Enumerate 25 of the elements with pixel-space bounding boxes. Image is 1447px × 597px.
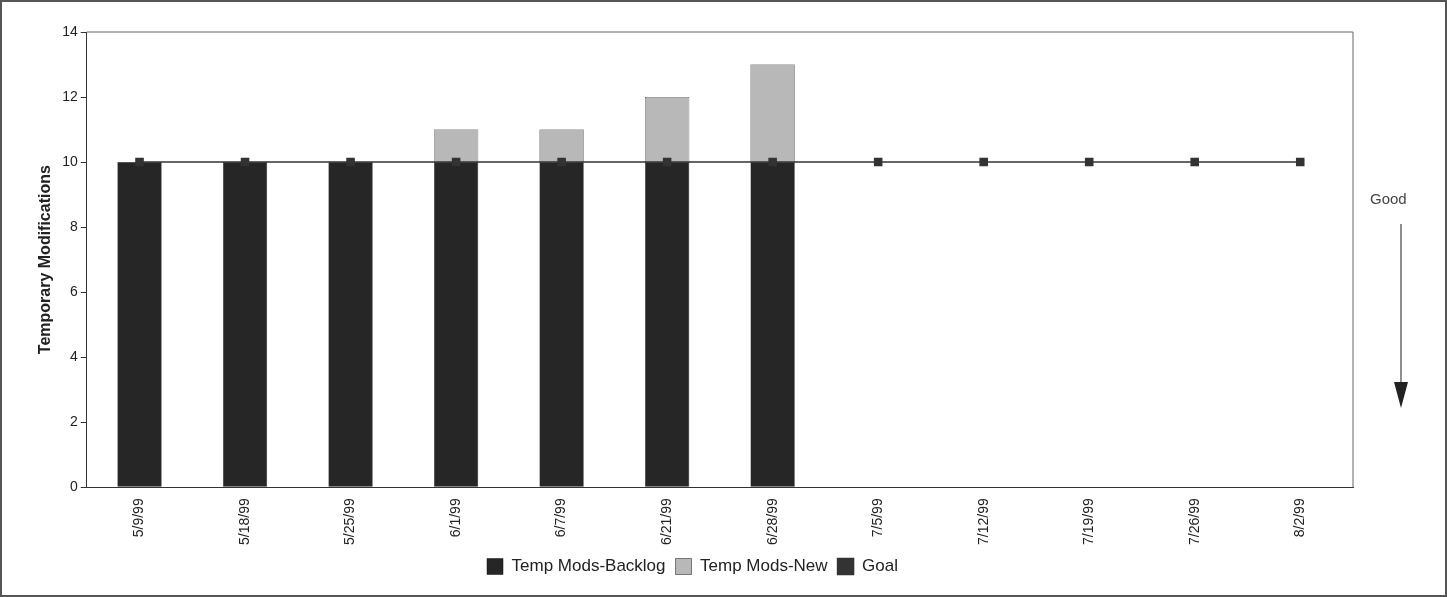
y-tick-label: 4 — [69, 348, 78, 365]
x-tick-label: 7/26/99 — [1185, 498, 1202, 546]
x-tick-label: 8/2/99 — [1291, 498, 1308, 538]
legend-label: Temp Mods-New — [700, 556, 829, 576]
y-tick-label: 0 — [69, 478, 78, 495]
x-tick-label: 5/9/99 — [130, 498, 147, 538]
y-tick-label: 8 — [69, 217, 78, 234]
x-tick-label: 5/18/99 — [235, 498, 252, 546]
x-tick-label: 6/28/99 — [763, 498, 780, 546]
legend-label: Temp Mods-Backlog — [511, 556, 666, 576]
y-tick-label: 14 — [62, 22, 78, 39]
x-tick-label: 7/12/99 — [974, 498, 991, 546]
legend-label: Goal — [862, 556, 898, 576]
y-tick-label: 2 — [69, 413, 78, 430]
x-tick-label: 6/7/99 — [552, 498, 569, 538]
x-tick-label: 6/1/99 — [446, 498, 463, 538]
text: Good — [1370, 190, 1407, 207]
y-tick-label: 6 — [69, 283, 78, 300]
y-axis-title: Temporary Modifications — [36, 165, 54, 355]
x-tick-label: 5/25/99 — [341, 498, 358, 546]
x-tick-label: 7/5/99 — [869, 498, 886, 538]
x-tick-label: 7/19/99 — [1080, 498, 1097, 546]
x-tick-label: 6/21/99 — [657, 498, 674, 546]
y-tick-label: 12 — [62, 87, 78, 104]
y-tick-label: 10 — [62, 152, 78, 169]
